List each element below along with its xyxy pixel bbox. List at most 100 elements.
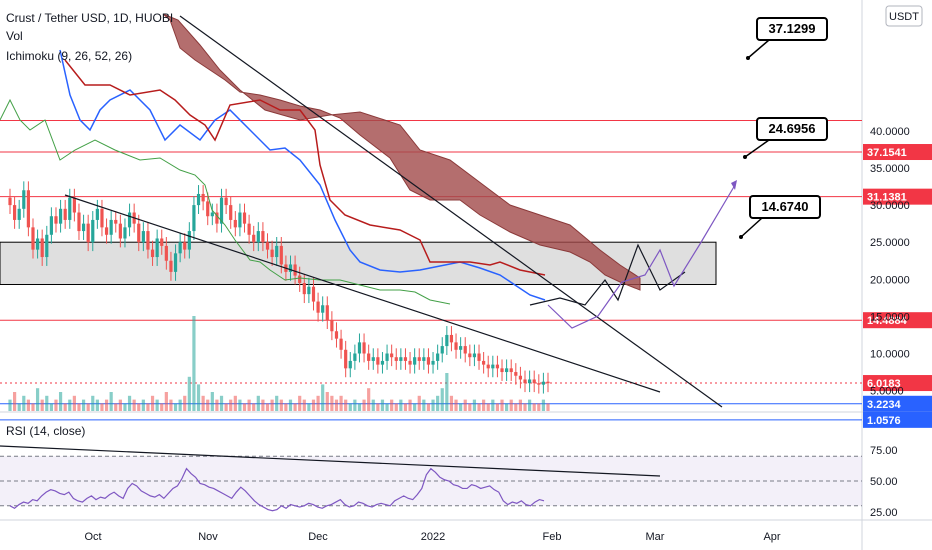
volume-bar xyxy=(486,403,490,411)
volume-bar xyxy=(302,399,306,411)
time-tick-label: Mar xyxy=(646,531,665,543)
candle-body xyxy=(417,357,421,361)
candle-body xyxy=(463,346,467,354)
candle-body xyxy=(68,197,72,220)
volume-bar xyxy=(426,403,431,411)
volume-bar xyxy=(362,399,366,411)
candle-body xyxy=(288,264,293,272)
candle-body xyxy=(541,381,546,385)
candle-body xyxy=(17,208,21,220)
volume-bar xyxy=(472,399,477,411)
volume-bar xyxy=(219,395,224,411)
volume-bar xyxy=(247,399,251,411)
volume-bar xyxy=(459,403,463,411)
candle-body xyxy=(141,231,145,243)
volume-bar xyxy=(275,395,279,411)
candle-body xyxy=(58,208,63,224)
volume-bar xyxy=(288,399,293,411)
candle-body xyxy=(229,205,233,220)
volume-bar xyxy=(293,403,297,411)
rsi-tick-label: 75.00 xyxy=(870,445,898,457)
volume-bar xyxy=(229,399,233,411)
price-tick-label: 5.0000 xyxy=(870,386,904,398)
candle-body xyxy=(491,364,495,369)
volume-bar xyxy=(206,399,210,411)
candle-body xyxy=(155,238,159,258)
volume-bar xyxy=(26,399,30,411)
candle-body xyxy=(45,234,49,258)
rsi-tick-label: 50.00 xyxy=(870,476,898,488)
volume-bar xyxy=(298,395,302,411)
volume-bar xyxy=(399,399,403,411)
candle-body xyxy=(413,357,417,365)
candle-body xyxy=(77,212,81,232)
volume-bar xyxy=(141,399,145,411)
lagging-span xyxy=(0,98,451,305)
lower-trend-line xyxy=(64,194,661,393)
candle-body xyxy=(206,201,210,217)
projection-arrowhead xyxy=(731,180,737,190)
candle-body xyxy=(518,375,523,380)
candle-body xyxy=(523,379,527,384)
candle-body xyxy=(127,212,132,228)
candle-body xyxy=(495,364,500,369)
volume-bar xyxy=(183,395,187,411)
candle-body xyxy=(330,320,334,332)
volume-bar xyxy=(353,399,357,411)
candle-body xyxy=(468,353,472,358)
candle-body xyxy=(270,249,274,258)
volume-bar xyxy=(72,395,76,411)
candle-body xyxy=(344,349,348,369)
candle-body xyxy=(298,275,302,284)
candle-body xyxy=(91,219,95,243)
volume-bar xyxy=(173,403,178,411)
volume-bar xyxy=(91,395,95,411)
candle-body xyxy=(114,219,118,224)
volume-bar xyxy=(169,399,173,411)
volume-bar xyxy=(348,403,352,411)
candle-body xyxy=(224,197,228,206)
candle-body xyxy=(394,357,398,361)
price-level-badge xyxy=(863,144,932,161)
candle-body xyxy=(12,205,17,220)
volume-bar xyxy=(371,399,375,411)
volume-bar xyxy=(431,399,435,411)
volume-bar xyxy=(123,403,127,411)
volume-bar xyxy=(339,395,343,411)
volume-bar xyxy=(132,399,136,411)
candle-body xyxy=(505,368,509,373)
currency-button[interactable] xyxy=(885,5,923,27)
rsi-tick-label: 25.00 xyxy=(870,507,898,519)
candle-body xyxy=(164,245,168,261)
volume-bar xyxy=(146,403,150,411)
price-level-badge xyxy=(863,188,932,205)
candle-body xyxy=(72,197,76,213)
callout-dot xyxy=(743,155,747,159)
ichimoku-legend: Ichimoku (9, 26, 52, 26) xyxy=(6,49,132,63)
candle-body xyxy=(233,219,237,228)
candle-body xyxy=(380,360,385,365)
candle-body xyxy=(316,301,320,313)
candle-body xyxy=(408,360,412,365)
candle-body xyxy=(35,238,40,250)
volume-bar xyxy=(104,399,109,411)
volume-bar xyxy=(63,403,67,411)
price-level-label: 14.4884 xyxy=(867,315,908,327)
price-tick-label: 25.0000 xyxy=(870,237,910,249)
projection-path-black xyxy=(529,243,686,306)
candle-body xyxy=(95,208,99,220)
price-level-label: 1.0576 xyxy=(867,415,901,427)
volume-bar xyxy=(233,395,237,411)
volume-bar xyxy=(523,403,527,411)
volume-bar xyxy=(8,399,12,411)
candle-body xyxy=(353,353,357,361)
volume-bar xyxy=(150,395,155,411)
candle-body xyxy=(247,223,251,235)
price-level-badge xyxy=(863,375,932,392)
volume-bar xyxy=(210,392,214,411)
candle-body xyxy=(201,193,205,202)
candle-body xyxy=(528,379,532,384)
volume-bar xyxy=(196,384,201,411)
